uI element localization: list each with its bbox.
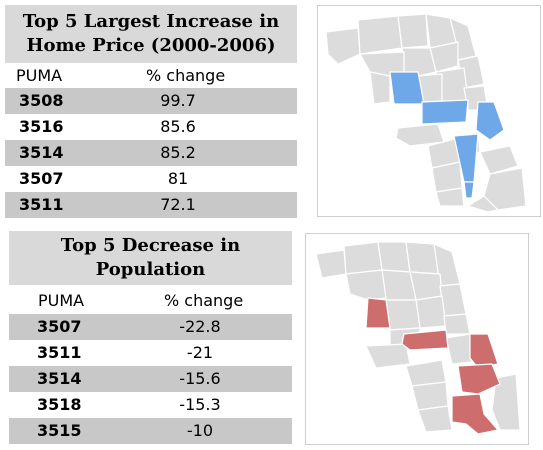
table-row: 3507 -22.8 <box>9 314 292 340</box>
row-puma: 3511 <box>19 195 64 214</box>
row-puma: 3511 <box>37 343 82 362</box>
population-map-svg <box>315 241 521 435</box>
top-table-title: Top 5 Largest Increase in Home Price (20… <box>5 5 297 63</box>
puma-3508-area <box>389 71 425 105</box>
row-change: 72.1 <box>160 195 196 214</box>
table-row: 3507 81 <box>5 166 297 192</box>
population-map <box>305 233 529 445</box>
row-change: -15.6 <box>179 369 221 388</box>
row-change: -10 <box>186 421 214 440</box>
row-puma: 3507 <box>19 169 64 188</box>
puma-3511-area <box>401 329 449 351</box>
table-row: 3511 72.1 <box>5 192 297 218</box>
row-change: 85.6 <box>160 117 196 136</box>
row-change: 99.7 <box>160 91 196 110</box>
puma-3514-area <box>475 101 505 141</box>
row-puma: 3514 <box>37 369 82 388</box>
puma-3514-area <box>469 333 499 369</box>
puma-3516-area <box>421 99 469 125</box>
bottom-table: 3507 -22.8 3511 -21 3514 -15.6 3518 -15.… <box>9 314 292 444</box>
row-puma: 3518 <box>37 395 82 414</box>
top-col-change-header: % change <box>146 66 226 85</box>
home-price-map <box>317 5 541 217</box>
puma-3507-area <box>365 297 391 329</box>
row-puma: 3507 <box>37 317 82 336</box>
table-row: 3508 99.7 <box>5 88 297 114</box>
puma-3511-area <box>463 181 475 199</box>
home-price-map-svg <box>325 13 527 213</box>
row-change: -21 <box>186 343 214 362</box>
table-row: 3514 -15.6 <box>9 366 292 392</box>
bottom-col-change-header: % change <box>164 291 244 310</box>
top-col-puma-header: PUMA <box>16 66 63 85</box>
top-title-line2: Home Price (2000-2006) <box>26 35 276 56</box>
row-change: -15.3 <box>179 395 221 414</box>
puma-3518-area <box>457 363 501 395</box>
row-puma: 3514 <box>19 143 64 162</box>
bottom-title-line1: Top 5 Decrease in <box>60 235 241 256</box>
puma-3515-area <box>451 393 500 435</box>
row-change: 85.2 <box>160 143 196 162</box>
top-table: 3508 99.7 3516 85.6 3514 85.2 3507 81 35… <box>5 88 297 218</box>
bottom-title-line2: Population <box>95 259 206 280</box>
bottom-col-puma-header: PUMA <box>38 291 85 310</box>
bottom-table-title: Top 5 Decrease in Population <box>9 231 292 285</box>
row-puma: 3508 <box>19 91 64 110</box>
table-row: 3514 85.2 <box>5 140 297 166</box>
row-puma: 3515 <box>37 421 82 440</box>
row-change: -22.8 <box>179 317 221 336</box>
top-title-line1: Top 5 Largest Increase in <box>22 11 280 32</box>
table-row: 3516 85.6 <box>5 114 297 140</box>
table-row: 3511 -21 <box>9 340 292 366</box>
table-row: 3515 -10 <box>9 418 292 444</box>
table-row: 3518 -15.3 <box>9 392 292 418</box>
row-puma: 3516 <box>19 117 64 136</box>
row-change: 81 <box>167 169 189 188</box>
